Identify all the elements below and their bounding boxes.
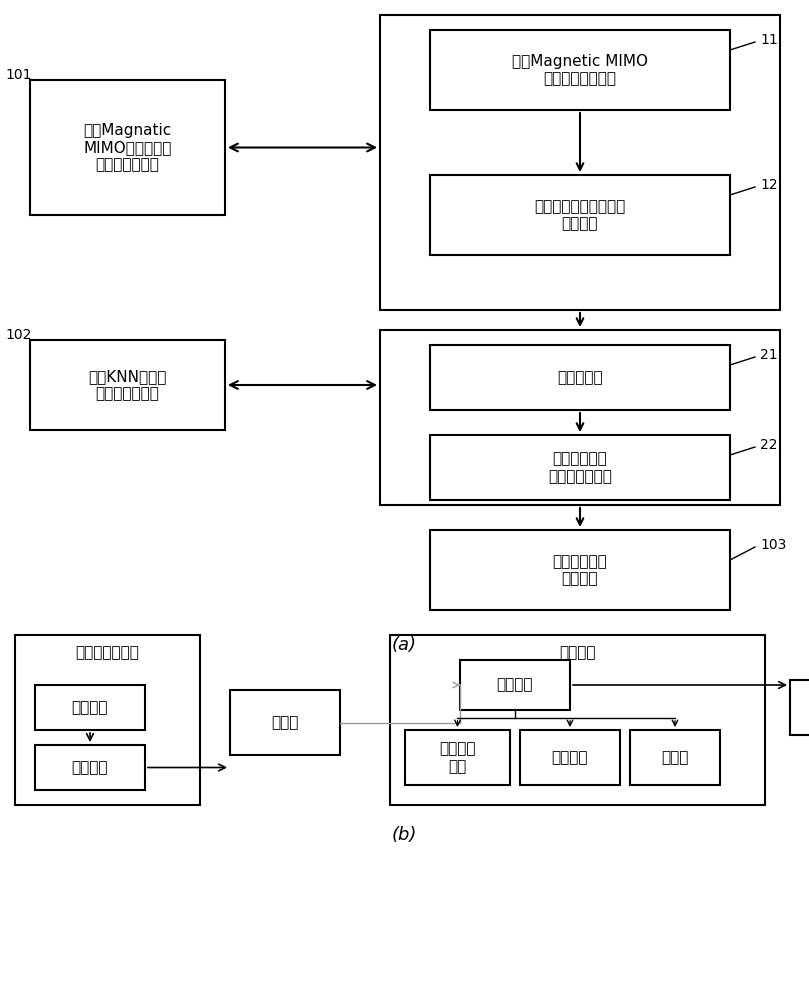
Bar (390, 635, 765, 805)
Bar (380, 15, 780, 310)
Text: (b): (b) (392, 826, 417, 844)
Bar (430, 175, 730, 255)
Bar (230, 690, 340, 755)
Text: (a): (a) (392, 636, 417, 654)
Bar (405, 730, 510, 785)
Bar (430, 30, 730, 110)
Text: 判断模块: 判断模块 (497, 678, 533, 692)
Bar (30, 340, 225, 430)
Bar (35, 745, 145, 790)
Bar (790, 680, 809, 735)
Text: 103: 103 (760, 538, 786, 552)
Text: 索引库: 索引库 (271, 715, 299, 730)
Text: 102: 102 (5, 328, 32, 342)
Text: 12: 12 (760, 178, 777, 192)
Bar (630, 730, 720, 785)
Text: 11: 11 (760, 33, 777, 47)
Text: 索引库构建单元: 索引库构建单元 (75, 646, 139, 660)
Text: 101: 101 (5, 68, 32, 82)
Text: 基于Magnatic
MIMO无线充电系
统的索引库建立: 基于Magnatic MIMO无线充电系 统的索引库建立 (83, 123, 172, 172)
Text: 匹配单元: 匹配单元 (559, 646, 595, 660)
Text: 计算模块: 计算模块 (72, 700, 108, 715)
Bar (430, 530, 730, 610)
Bar (30, 80, 225, 215)
Bar (460, 660, 570, 710)
Text: 当前接收端与
索引库实例匹配: 当前接收端与 索引库实例匹配 (548, 451, 612, 484)
Text: 21: 21 (760, 348, 777, 362)
Text: 记录模块: 记录模块 (552, 750, 588, 765)
Bar (15, 635, 200, 805)
Text: 22: 22 (760, 438, 777, 452)
Text: 写入模块: 写入模块 (72, 760, 108, 775)
Bar (520, 730, 620, 785)
Text: 匹配计算
模块: 匹配计算 模块 (439, 741, 476, 774)
Text: 实例库: 实例库 (661, 750, 688, 765)
Text: 接收端接入: 接收端接入 (557, 370, 603, 385)
Text: 建立Magnetic MIMO
无线充电系统原型: 建立Magnetic MIMO 无线充电系统原型 (512, 54, 648, 86)
Text: 发射端各线圈
电压分配: 发射端各线圈 电压分配 (553, 554, 608, 586)
Bar (430, 345, 730, 410)
Text: 获取训练实例数据，建
立索引库: 获取训练实例数据，建 立索引库 (535, 199, 625, 231)
Bar (380, 330, 780, 505)
Bar (35, 685, 145, 730)
Bar (430, 435, 730, 500)
Text: 基于KNN算法的
接收端状态估计: 基于KNN算法的 接收端状态估计 (88, 369, 167, 401)
